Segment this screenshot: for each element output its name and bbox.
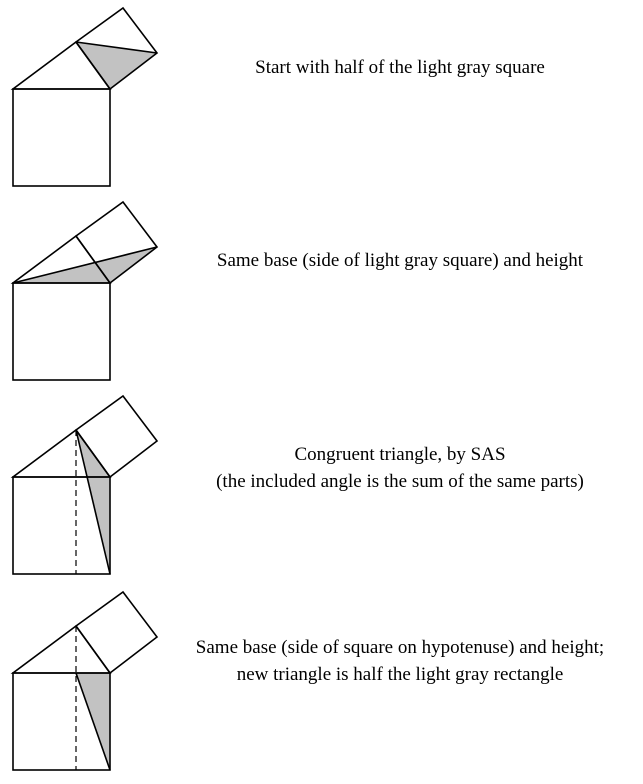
- congruent-triangle-edge: [75, 429, 111, 575]
- step-4-caption: Same base (side of square on hypotenuse)…: [165, 634, 635, 688]
- step-4-panel: Same base (side of square on hypotenuse)…: [0, 584, 643, 784]
- step-3-panel: Congruent triangle, by SAS (the included…: [0, 388, 643, 584]
- hypotenuse-square: [12, 672, 111, 771]
- hypotenuse-square: [12, 282, 111, 381]
- step-3-figure: [10, 394, 159, 575]
- right-triangle: [10, 624, 112, 674]
- step-4-figure: [10, 590, 159, 771]
- step-2-caption: Same base (side of light gray square) an…: [165, 247, 635, 274]
- caption-line: Same base (side of light gray square) an…: [216, 250, 584, 271]
- step-1-caption: Start with half of the light gray square: [165, 54, 635, 81]
- hypotenuse-square: [12, 476, 111, 575]
- small-square: [74, 590, 159, 675]
- step-3-caption: Congruent triangle, by SAS (the included…: [165, 441, 635, 495]
- sheared-edge: [12, 246, 158, 284]
- half-rectangle-edge: [75, 672, 111, 771]
- caption-line: new triangle is half the light gray rect…: [236, 664, 564, 685]
- small-square-diagonal: [75, 41, 158, 54]
- caption-line: Start with half of the light gray square: [255, 57, 545, 78]
- step-2-panel: Same base (side of light gray square) an…: [0, 194, 643, 388]
- shaded-half-square: [76, 42, 157, 89]
- step-1-panel: Start with half of the light gray square: [0, 0, 643, 194]
- step-1-figure: [10, 6, 159, 187]
- caption-line: (the included angle is the sum of the sa…: [216, 471, 584, 492]
- hypotenuse-square: [12, 88, 111, 187]
- small-square: [74, 394, 159, 479]
- caption-line: Same base (side of square on hypotenuse)…: [195, 637, 605, 658]
- step-2-figure: [10, 200, 159, 381]
- caption-line: Congruent triangle, by SAS: [294, 444, 506, 465]
